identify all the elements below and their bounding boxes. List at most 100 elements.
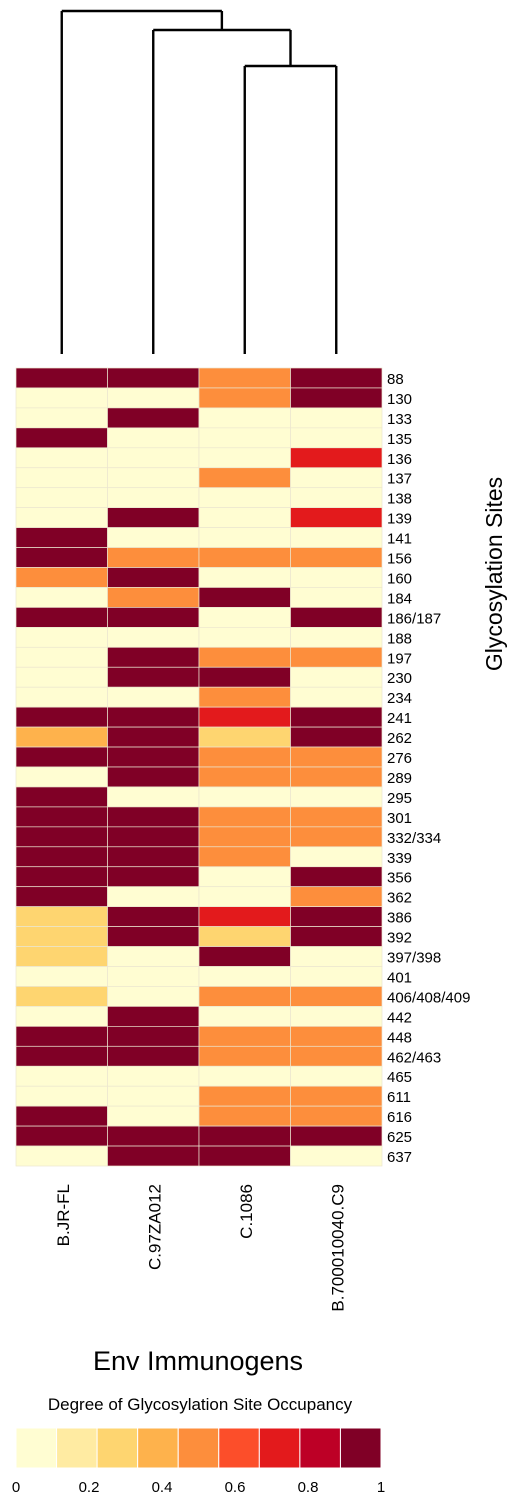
heatmap-cell <box>198 666 291 688</box>
heatmap-cell <box>107 886 200 908</box>
heatmap-cell <box>15 527 108 548</box>
heatmap-cell <box>290 1125 383 1147</box>
heatmap-cell <box>15 886 108 908</box>
legend-title: Degree of Glycosylation Site Occupancy <box>48 1395 353 1414</box>
heatmap-cell <box>290 986 383 1007</box>
heatmap-cell <box>290 607 383 628</box>
heatmap-cell <box>107 746 200 768</box>
heatmap-cell <box>15 427 108 449</box>
heatmap-cell <box>290 1145 383 1167</box>
heatmap-cell <box>107 646 200 668</box>
heatmap-cell <box>107 626 200 648</box>
row-label: 188 <box>387 630 412 647</box>
heatmap-cell <box>290 387 383 409</box>
heatmap-cell <box>290 786 383 808</box>
row-label: 137 <box>387 471 412 488</box>
heatmap-cell <box>198 726 291 748</box>
heatmap-cell <box>107 966 200 987</box>
row-label: 637 <box>387 1149 412 1166</box>
row-label: 616 <box>387 1109 412 1126</box>
column-label: B.700010040.C9 <box>328 1184 347 1312</box>
heatmap-cell <box>107 547 200 568</box>
heatmap-cell <box>198 1045 291 1067</box>
heatmap-cell <box>15 607 108 628</box>
heatmap-cell <box>198 367 291 389</box>
heatmap-cell <box>198 646 291 668</box>
heatmap-cell <box>107 427 200 449</box>
heatmap-cell <box>15 1145 108 1167</box>
heatmap-cell <box>290 946 383 967</box>
heatmap-cell <box>198 866 291 888</box>
heatmap-cell <box>15 1085 108 1107</box>
heatmap-cell <box>290 1105 383 1127</box>
heatmap-cell <box>107 806 200 828</box>
legend-tick-label: 0.4 <box>152 1479 173 1496</box>
heatmap-cell <box>15 587 108 608</box>
row-label: 262 <box>387 730 412 747</box>
heatmap-cell <box>15 1045 108 1067</box>
heatmap-cell <box>107 1045 200 1067</box>
heatmap-cell <box>107 1145 200 1167</box>
heatmap-cell <box>15 746 108 768</box>
heatmap-cell <box>107 986 200 1007</box>
heatmap-cell <box>15 547 108 568</box>
heatmap-cell <box>198 966 291 987</box>
heatmap-cell <box>290 1006 383 1027</box>
heatmap-cell <box>198 766 291 788</box>
heatmap-cell <box>198 806 291 828</box>
legend-swatch <box>218 1427 260 1469</box>
heatmap-cell <box>290 826 383 848</box>
row-label: 611 <box>387 1089 411 1106</box>
row-label: 401 <box>387 969 412 986</box>
heatmap-cell <box>107 367 200 389</box>
column-label: C.97ZA012 <box>145 1184 164 1270</box>
heatmap-cell <box>198 567 291 588</box>
heatmap-cell <box>15 846 108 868</box>
row-label: 625 <box>387 1129 412 1146</box>
row-label: 88 <box>387 371 404 388</box>
heatmap-cell <box>107 527 200 548</box>
row-label: 139 <box>387 511 412 528</box>
legend-swatch <box>339 1427 382 1469</box>
row-label: 339 <box>387 850 412 867</box>
heatmap-cell <box>290 666 383 688</box>
row-label: 156 <box>387 551 412 568</box>
row-label: 356 <box>387 870 412 887</box>
heatmap-cell <box>198 467 291 489</box>
heatmap-cell <box>15 706 108 728</box>
legend-swatch <box>137 1427 179 1469</box>
row-label: 448 <box>387 1029 412 1046</box>
heatmap-cell <box>107 906 200 927</box>
heatmap-cell <box>15 666 108 688</box>
row-label: 135 <box>387 431 412 448</box>
row-label: 230 <box>387 670 412 687</box>
legend-swatch <box>15 1427 58 1469</box>
heatmap-cell <box>290 646 383 668</box>
column-labels: B.JR-FL C.97ZA012 C.1086 B.700010040.C9 <box>54 1184 348 1312</box>
heatmap-cell <box>290 1045 383 1067</box>
row-label: 133 <box>387 411 412 428</box>
heatmap-cell <box>107 706 200 728</box>
heatmap-cell <box>198 946 291 967</box>
heatmap-cell <box>15 646 108 668</box>
y-axis-label: Glycosylation Sites <box>481 477 507 671</box>
heatmap-cell <box>198 1085 291 1107</box>
heatmap-cell <box>290 487 383 509</box>
heatmap-cell <box>290 1025 383 1047</box>
row-label: 130 <box>387 391 412 408</box>
legend-swatch <box>177 1427 220 1469</box>
row-label: 462/463 <box>387 1049 441 1066</box>
heatmap-cell <box>107 1085 200 1107</box>
heatmap-cell <box>290 367 383 389</box>
heatmap-cell <box>290 746 383 768</box>
heatmap-cell <box>15 367 108 389</box>
heatmap-cell <box>198 1145 291 1167</box>
heatmap-cell <box>107 726 200 748</box>
heatmap-cell <box>107 487 200 509</box>
heatmap-cell <box>198 846 291 868</box>
heatmap-cell <box>290 926 383 947</box>
heatmap-cell <box>290 407 383 429</box>
heatmap-cell <box>198 626 291 648</box>
